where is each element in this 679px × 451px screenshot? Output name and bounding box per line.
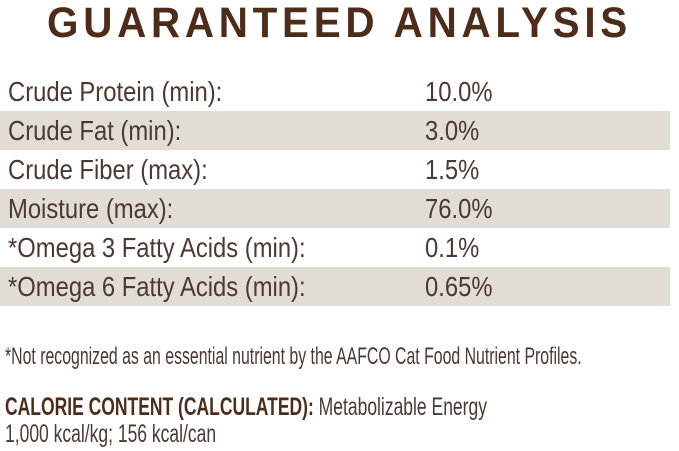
nutrient-label: Moisture (max): <box>8 192 174 224</box>
nutrient-value: 0.1% <box>425 231 480 263</box>
calorie-values: 1,000 kcal/kg; 156 kcal/can <box>5 420 217 448</box>
table-row: Crude Fiber (max): 1.5% <box>0 150 670 189</box>
page-title: GUARANTEED ANALYSIS <box>47 0 632 47</box>
nutrient-value: 1.5% <box>425 153 480 185</box>
analysis-table: Crude Protein (min): 10.0% Crude Fat (min)… <box>0 72 670 306</box>
calorie-content-heading: CALORIE CONTENT (CALCULATED): <box>5 393 314 421</box>
nutrient-label: *Omega 3 Fatty Acids (min): <box>8 231 306 263</box>
table-row: *Omega 3 Fatty Acids (min): 0.1% <box>0 228 670 267</box>
nutrient-value: 10.0% <box>425 75 493 107</box>
calorie-content-description: Metabolizable Energy <box>318 393 487 421</box>
nutrient-value: 76.0% <box>425 192 493 224</box>
nutrient-label: Crude Protein (min): <box>8 75 223 107</box>
table-row: *Omega 6 Fatty Acids (min): 0.65% <box>0 267 670 306</box>
nutrient-value: 0.65% <box>425 270 493 302</box>
table-row: Moisture (max): 76.0% <box>0 189 670 228</box>
nutrient-value: 3.0% <box>425 114 480 146</box>
nutrient-label: Crude Fiber (max): <box>8 153 208 185</box>
table-row: Crude Protein (min): 10.0% <box>0 72 670 111</box>
nutrient-label: Crude Fat (min): <box>8 114 182 146</box>
nutrient-label: *Omega 6 Fatty Acids (min): <box>8 270 306 302</box>
table-row: Crude Fat (min): 3.0% <box>0 111 670 150</box>
calorie-content-line: CALORIE CONTENT (CALCULATED): Metaboliza… <box>5 393 487 422</box>
footnote: *Not recognized as an essential nutrient… <box>5 343 582 370</box>
